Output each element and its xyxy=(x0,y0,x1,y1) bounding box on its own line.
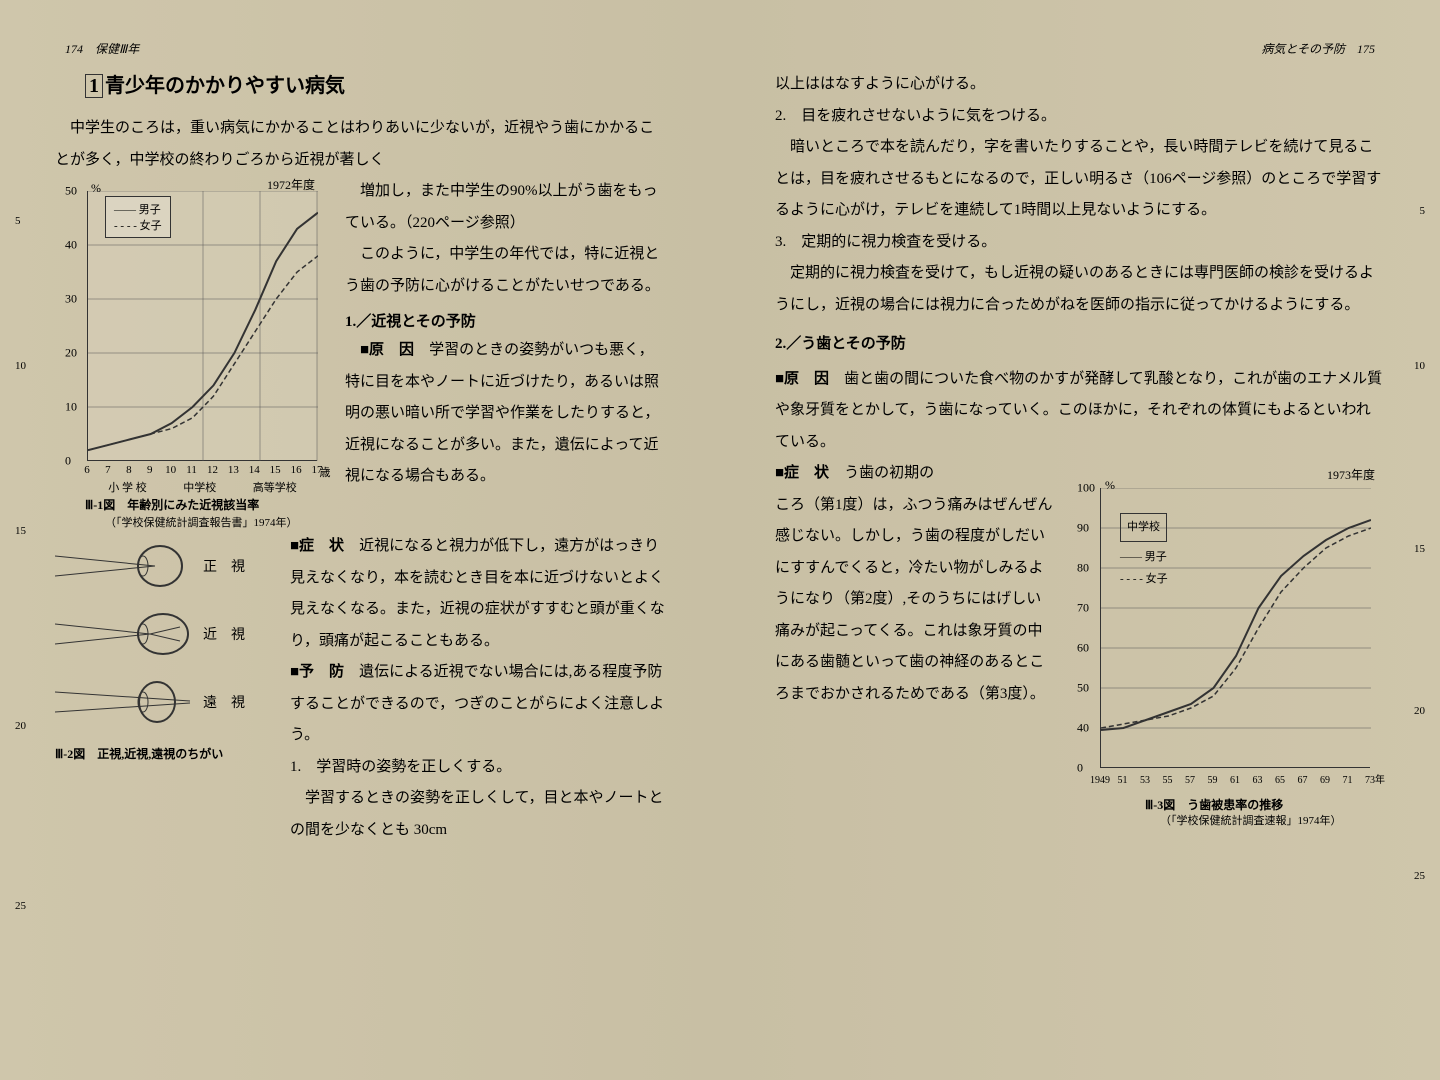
eye-near-label: 近 視 xyxy=(203,624,245,644)
legend2-female: - - - - 女子 xyxy=(1120,568,1168,591)
rmargin-10: 10 xyxy=(1414,360,1425,372)
prev1-body: 学習するときの姿勢を正しくして，目と本やノートとの間を少なくとも 30cm xyxy=(290,783,665,846)
page-header-right: 病気とその予防 175 xyxy=(775,40,1385,57)
chart2-school-label: 中学校 xyxy=(1120,513,1167,542)
eye-diagram: 正 視 近 視 遠 視 Ⅲ-2図 正視,近視,遠視のちがい xyxy=(55,541,275,762)
prev3-head: 3. 定期的に視力検査を受ける。 xyxy=(775,227,1385,259)
eye-far: 遠 視 xyxy=(55,677,275,727)
legend2-male: ―― 男子 xyxy=(1120,546,1168,569)
chart1-subcaption: （「学校保健統計調査報告書」1974年） xyxy=(105,514,298,544)
sub2-cause: ■原 因 歯と歯の間についた食べ物のかすが発酵して乳酸となり，これが歯のエナメル… xyxy=(775,364,1385,459)
right-page: 病気とその予防 175 5 10 15 20 25 以上ははなすように心がける。… xyxy=(720,0,1440,1080)
page-header-left: 174 保健Ⅲ年 xyxy=(55,40,665,57)
eyes-caption: Ⅲ-2図 正視,近視,遠視のちがい xyxy=(55,745,275,762)
margin-10: 10 xyxy=(15,360,26,372)
rmargin-25: 25 xyxy=(1414,870,1425,882)
margin-20: 20 xyxy=(15,720,26,732)
sub1-symptom: ■症 状 近視になると視力が低下し，遠方がはっきり見えなくなり，本を読むとき目を… xyxy=(290,531,665,657)
wrap-text-1: 増加し，また中学生の90%以上がう歯をもっている。（220ページ参照） xyxy=(345,176,665,239)
sub1-cause: ■原 因 学習のときの姿勢がいつも悪く，特に目を本やノートに近づけたり，あるいは… xyxy=(345,335,665,493)
eye-normal: 正 視 xyxy=(55,541,275,591)
chart2-year: 1973年度 xyxy=(1327,463,1375,488)
left-page: 174 保健Ⅲ年 1青少年のかかりやすい病気 中学生のころは，重い病気にかかるこ… xyxy=(0,0,720,1080)
chart-caries-trend: 1973年度 % 中学校 xyxy=(1065,468,1385,828)
margin-15: 15 xyxy=(15,525,26,537)
prev2-body: 暗いところで本を読んだり，字を書いたりすることや，長い時間テレビを続けて見ること… xyxy=(775,132,1385,227)
intro-para: 中学生のころは，重い病気にかかることはわりあいに少ないが，近視やう歯にかかること… xyxy=(55,113,665,176)
title-number: 1 xyxy=(85,74,103,98)
eye-far-label: 遠 視 xyxy=(203,692,245,712)
margin-25: 25 xyxy=(15,900,26,912)
eye-near: 近 視 xyxy=(55,609,275,659)
wrap-text-2: このように，中学生の年代では，特に近視とう歯の予防に心がけることがたいせつである… xyxy=(345,239,665,302)
eye-normal-label: 正 視 xyxy=(203,556,245,576)
prev3-body: 定期的に視力検査を受けて，もし近視の疑いのあるときには専門医師の検診を受けるよう… xyxy=(775,258,1385,321)
margin-5: 5 xyxy=(15,215,21,227)
cont-line1: 以上ははなすように心がける。 xyxy=(775,69,1385,101)
rmargin-20: 20 xyxy=(1414,705,1425,717)
chart1-legend: ―― 男子 - - - - 女子 xyxy=(105,196,171,238)
sub2-head: 2.／う歯とその予防 xyxy=(775,329,1385,360)
prev1-head: 1. 学習時の姿勢を正しくする。 xyxy=(290,752,665,784)
chart2-legend: 中学校 ―― 男子 - - - - 女子 xyxy=(1120,513,1168,591)
prev2-head: 2. 目を疲れさせないように気をつける。 xyxy=(775,101,1385,133)
legend-male: ―― 男子 xyxy=(114,201,162,217)
sub1-head: 1.／近視とその予防 xyxy=(345,310,665,331)
rmargin-5: 5 xyxy=(1420,205,1426,217)
title-text: 青少年のかかりやすい病気 xyxy=(105,75,345,97)
legend-female: - - - - 女子 xyxy=(114,217,162,233)
sub1-prevention: ■予 防 遺伝による近視でない場合には,ある程度予防することができるので，つぎの… xyxy=(290,657,665,752)
rmargin-15: 15 xyxy=(1414,543,1425,555)
chart-myopia-by-age: 1972年度 % ―― 男子 - - - - 女子 xyxy=(55,176,335,516)
main-title: 1青少年のかかりやすい病気 xyxy=(85,69,665,98)
chart1-yunit: % xyxy=(91,181,101,196)
